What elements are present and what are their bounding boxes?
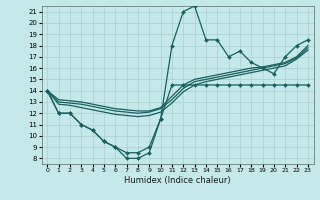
X-axis label: Humidex (Indice chaleur): Humidex (Indice chaleur) bbox=[124, 176, 231, 185]
